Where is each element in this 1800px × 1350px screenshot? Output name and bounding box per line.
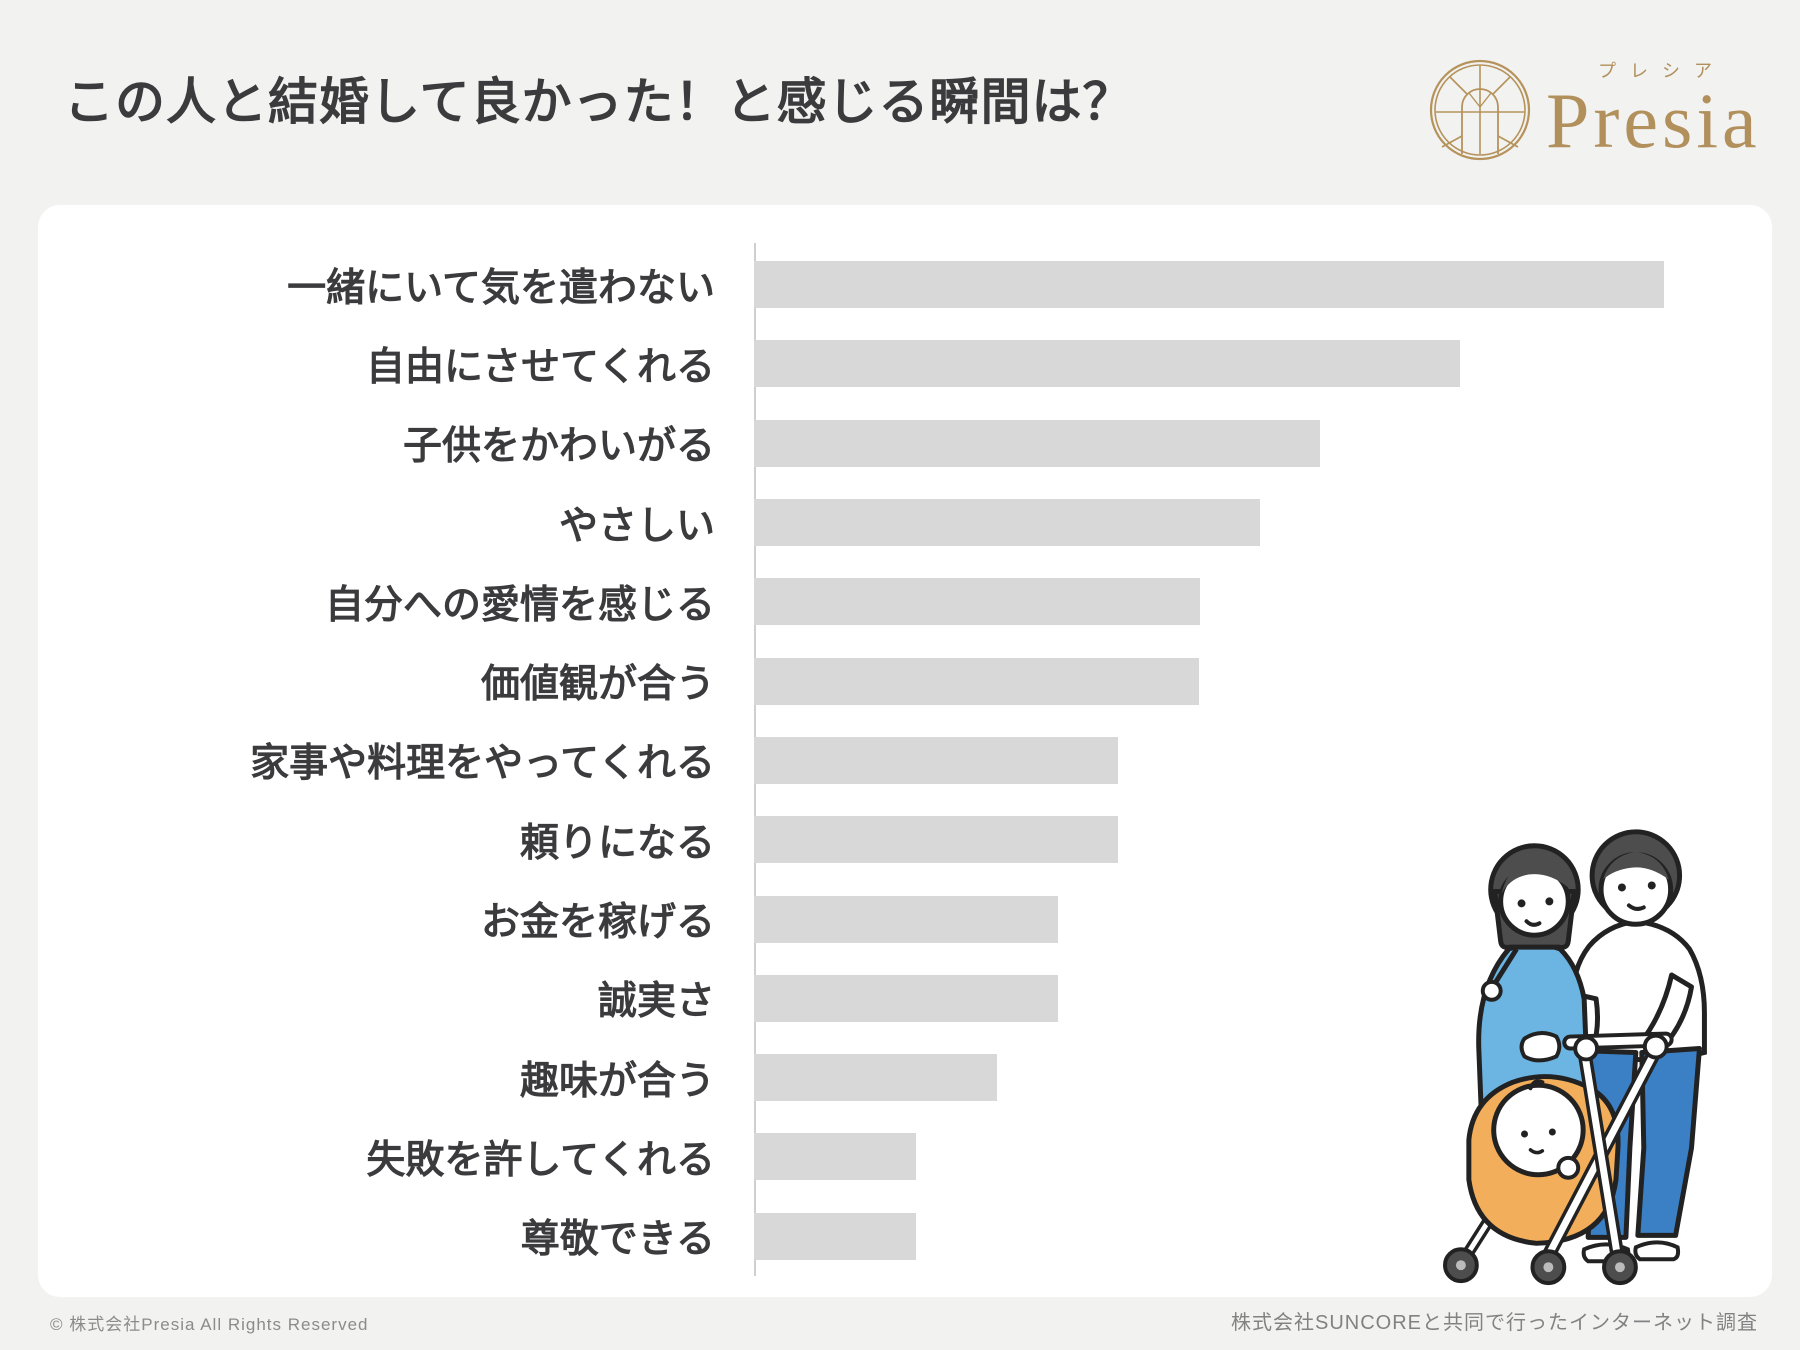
category-label: 自由にさせてくれる (365, 345, 715, 389)
chart-row: 子供をかわいがる (38, 404, 1772, 483)
category-label: 子供をかわいがる (402, 425, 715, 469)
chart-row: 趣味が合う (38, 1038, 1772, 1117)
bar-track (754, 736, 1733, 784)
bar (754, 340, 1460, 388)
bar-track (754, 1212, 1733, 1260)
bar-track (754, 261, 1733, 309)
category-label: 尊敬できる (520, 1218, 715, 1262)
bar-track (754, 974, 1733, 1022)
chart-row: やさしい (38, 483, 1772, 562)
category-label: 失敗を許してくれる (366, 1138, 715, 1182)
bar-track (754, 657, 1733, 705)
category-label: 趣味が合う (519, 1059, 715, 1103)
category-label: やさしい (558, 504, 715, 548)
bar-track (754, 419, 1733, 467)
bar (754, 419, 1320, 467)
bar (754, 499, 1261, 547)
chart-row: 自由にさせてくれる (38, 324, 1772, 403)
bar-track (754, 1054, 1733, 1102)
bar-track (754, 499, 1733, 547)
bar (754, 1212, 916, 1260)
category-label: 価値観が合う (480, 663, 715, 707)
category-label: お金を稼げる (480, 901, 715, 945)
bar-track (754, 895, 1733, 943)
chart-card: 一緒にいて気を遣わない 自由にさせてくれる 子供をかわいがる やさしい (38, 205, 1772, 1297)
bar (754, 261, 1665, 309)
chart-row: 一緒にいて気を遣わない (38, 245, 1772, 324)
category-label: 誠実さ (597, 980, 715, 1024)
page-title: この人と結婚して良かった！と感じる瞬間は？ (64, 74, 1134, 130)
chart-row: 価値観が合う (38, 641, 1772, 720)
category-label: 自分への愛情を感じる (324, 583, 715, 627)
bar-track (754, 1133, 1733, 1181)
baby-figure (1491, 1079, 1586, 1180)
chart-row: お金を稼げる (38, 879, 1772, 958)
chart-row: 頼りになる (38, 800, 1772, 879)
bar (754, 974, 1059, 1022)
presia-logo: プレシア Presia (1428, 58, 1761, 162)
bar (754, 895, 1059, 943)
logo-kana: プレシア (1598, 60, 1726, 81)
stroller (1443, 1031, 1674, 1286)
bar-track (754, 340, 1733, 388)
chart-row: 失敗を許してくれる (38, 1117, 1772, 1196)
copyright-text: © 株式会社Presia All Rights Reserved (50, 1315, 369, 1334)
bar (754, 578, 1201, 626)
presia-window-icon (1429, 59, 1531, 161)
stroller-wheels (1443, 1247, 1638, 1286)
logo-name: Presia (1546, 76, 1761, 164)
bar-track (754, 816, 1733, 864)
chart-row: 家事や料理をやってくれる (38, 721, 1772, 800)
bar-track (754, 578, 1733, 626)
category-label: 頼りになる (519, 821, 715, 865)
bar (754, 1133, 916, 1181)
category-label: 家事や料理をやってくれる (250, 742, 715, 786)
chart-row: 尊敬できる (38, 1197, 1772, 1276)
family-illustration (1443, 829, 1707, 1286)
category-label: 一緒にいて気を遣わない (287, 266, 715, 310)
bar (754, 736, 1119, 784)
bar (754, 657, 1200, 705)
bar (754, 1054, 997, 1102)
chart-row: 誠実さ (38, 959, 1772, 1038)
chart-rows: 一緒にいて気を遣わない 自由にさせてくれる 子供をかわいがる やさしい (38, 245, 1772, 1276)
bar (754, 816, 1119, 864)
chart-row: 自分への愛情を感じる (38, 562, 1772, 641)
survey-note-text: 株式会社SUNCOREと共同で行ったインターネット調査 (1230, 1312, 1758, 1334)
